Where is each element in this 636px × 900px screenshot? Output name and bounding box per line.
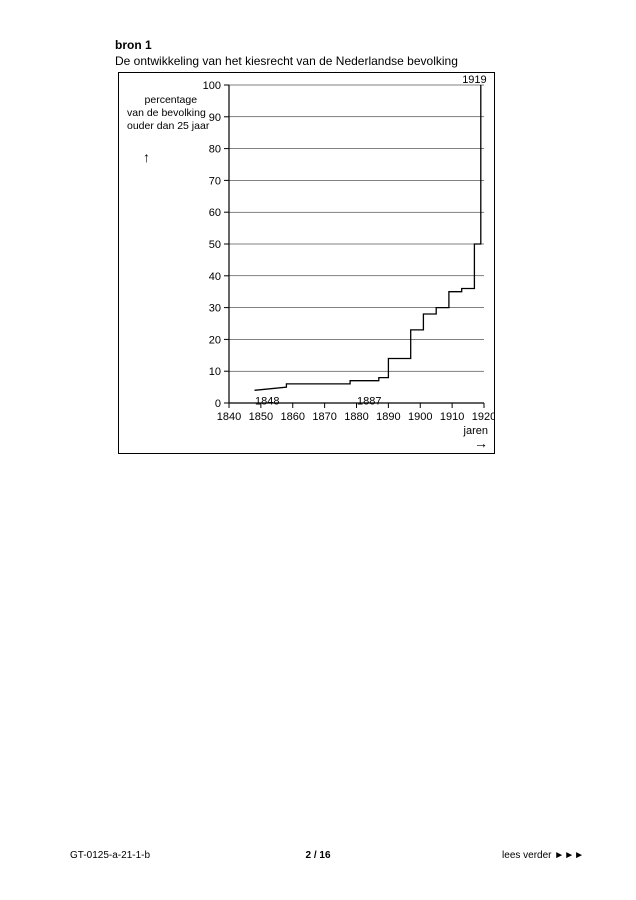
svg-text:10: 10 bbox=[209, 366, 221, 378]
svg-text:1880: 1880 bbox=[344, 411, 368, 423]
svg-text:1910: 1910 bbox=[440, 411, 464, 423]
svg-text:80: 80 bbox=[209, 144, 221, 156]
chart-container: percentage van de bevolking ouder dan 25… bbox=[118, 72, 495, 454]
x-axis-label: jaren → bbox=[464, 425, 488, 451]
chart-svg: 1840 1850 1860 1870 1880 1890 1900 1910 1920 0 10 2… bbox=[119, 73, 494, 453]
svg-text:1919: 1919 bbox=[462, 74, 486, 86]
svg-text:1920: 1920 bbox=[472, 411, 494, 423]
footer-right: lees verder ►►► bbox=[502, 850, 584, 861]
right-arrow-icon: → bbox=[464, 435, 488, 451]
svg-text:90: 90 bbox=[209, 112, 221, 124]
svg-text:1870: 1870 bbox=[312, 411, 336, 423]
source-label: bron 1 bbox=[115, 38, 458, 54]
svg-text:1848: 1848 bbox=[255, 395, 279, 407]
svg-text:40: 40 bbox=[209, 271, 221, 283]
svg-text:1860: 1860 bbox=[281, 411, 305, 423]
chart-header: bron 1 De ontwikkeling van het kiesrecht… bbox=[115, 38, 458, 69]
svg-text:60: 60 bbox=[209, 207, 221, 219]
svg-text:100: 100 bbox=[203, 80, 221, 92]
svg-text:0: 0 bbox=[215, 398, 221, 410]
svg-text:30: 30 bbox=[209, 303, 221, 315]
page: bron 1 De ontwikkeling van het kiesrecht… bbox=[0, 0, 636, 900]
chart-title: De ontwikkeling van het kiesrecht van de… bbox=[115, 54, 458, 70]
svg-text:1900: 1900 bbox=[408, 411, 432, 423]
svg-text:50: 50 bbox=[209, 239, 221, 251]
svg-text:1850: 1850 bbox=[249, 411, 273, 423]
svg-text:1840: 1840 bbox=[217, 411, 241, 423]
svg-text:1887: 1887 bbox=[357, 395, 381, 407]
svg-text:1890: 1890 bbox=[376, 411, 400, 423]
svg-text:20: 20 bbox=[209, 334, 221, 346]
svg-text:70: 70 bbox=[209, 175, 221, 187]
